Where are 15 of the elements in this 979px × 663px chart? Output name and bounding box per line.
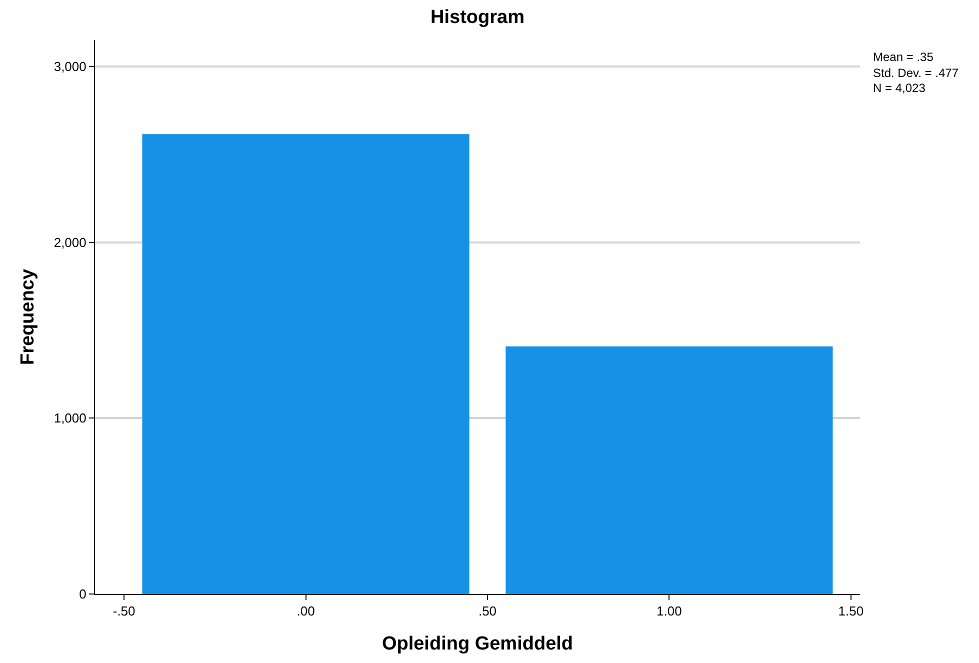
text: Std. Dev. = .477	[873, 66, 959, 80]
y-tick-label: 0	[79, 586, 86, 602]
y-tick-label: 2,000	[54, 234, 86, 250]
x-tick-label: 1.50	[838, 604, 864, 619]
chart-title: Histogram	[430, 7, 524, 28]
y-tick-label: 1,000	[54, 410, 86, 426]
x-tick-label: .00	[296, 604, 315, 619]
x-tick-label: 1.00	[656, 604, 682, 619]
x-tick-label: -.50	[112, 604, 136, 619]
x-axis-title: Opleiding Gemiddeld	[382, 633, 574, 654]
y-tick-label: 3,000	[54, 58, 86, 74]
text: N = 4,023	[873, 81, 926, 95]
x-tick-label: .50	[478, 604, 497, 619]
y-axis-title: Frequency	[18, 268, 39, 366]
text: Mean = .35	[873, 50, 934, 64]
